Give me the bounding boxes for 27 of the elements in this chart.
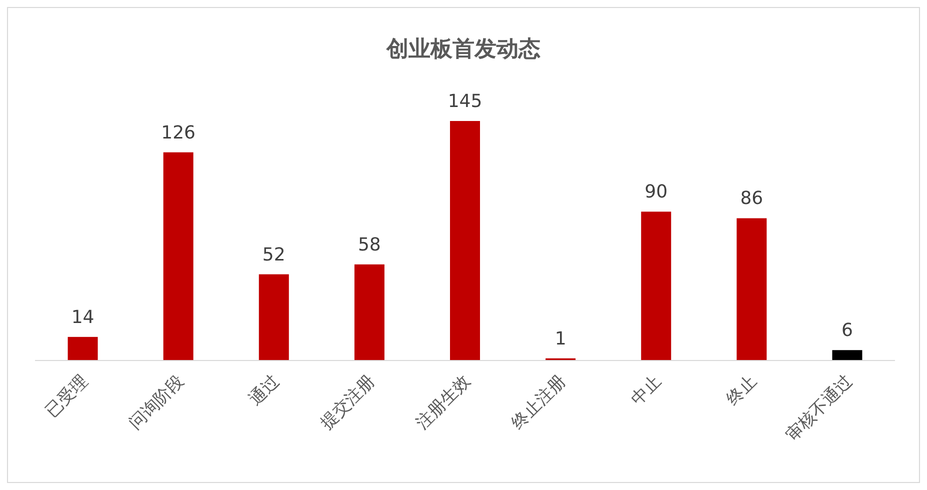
x-tick-label: 注册生效 [412, 371, 475, 434]
data-label: 86 [740, 188, 764, 210]
x-tick-label: 终止 [723, 371, 762, 410]
x-tick-label: 终止注册 [508, 371, 570, 434]
x-tick-label: 通过 [245, 371, 284, 410]
data-label: 52 [262, 244, 286, 266]
data-label: 126 [161, 122, 196, 144]
x-tick-label: 提交注册 [316, 371, 379, 434]
bar [641, 212, 672, 360]
bar [832, 350, 862, 360]
data-label: 6 [841, 320, 853, 342]
x-tick-label: 中止 [627, 371, 666, 410]
x-tick-label: 审核不通过 [782, 371, 857, 446]
data-label: 1 [554, 328, 566, 350]
bar [736, 218, 767, 360]
bar [68, 336, 98, 360]
bar [163, 152, 194, 360]
bar [354, 264, 384, 360]
data-label: 90 [644, 182, 668, 203]
data-label: 14 [71, 306, 94, 328]
bar [450, 121, 480, 360]
data-label: 145 [448, 91, 482, 112]
data-label: 58 [358, 234, 381, 256]
x-tick-label: 问询阶段 [126, 371, 188, 434]
x-tick-label: 已受理 [42, 371, 92, 422]
bar [258, 274, 289, 360]
chart-title: 创业板首发动态 [386, 37, 540, 62]
